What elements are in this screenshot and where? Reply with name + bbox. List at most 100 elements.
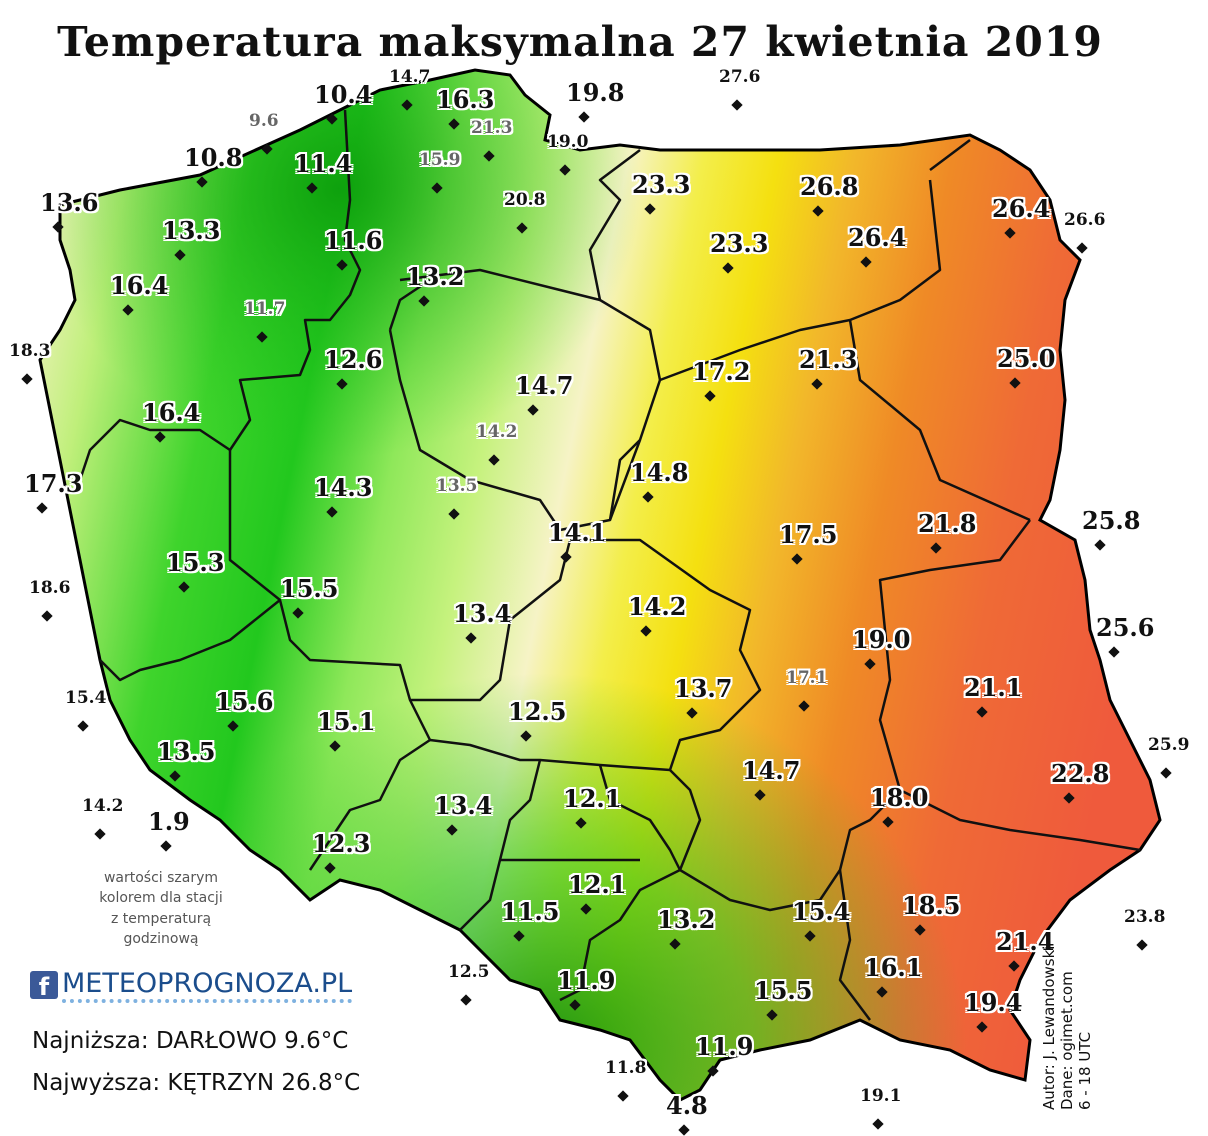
station-marker bbox=[669, 938, 681, 950]
station-marker bbox=[324, 862, 336, 874]
station-marker bbox=[976, 1021, 988, 1033]
station-marker bbox=[864, 658, 876, 670]
station-temperature: 25.9 bbox=[1148, 735, 1190, 755]
station-temperature: 14.2 bbox=[476, 422, 518, 442]
credit-time: 6 - 18 UTC bbox=[1076, 1031, 1094, 1110]
station-marker bbox=[520, 730, 532, 742]
station-temperature: 12.1 bbox=[568, 870, 627, 899]
station-temperature: 14.3 bbox=[314, 473, 373, 502]
facebook-icon[interactable]: f bbox=[30, 971, 58, 999]
station-marker bbox=[882, 816, 894, 828]
station-temperature: 13.5 bbox=[436, 476, 478, 496]
station-marker bbox=[460, 994, 472, 1006]
station-marker bbox=[804, 930, 816, 942]
station-temperature: 19.0 bbox=[547, 132, 589, 152]
station-temperature: 14.1 bbox=[548, 518, 607, 547]
station-marker bbox=[766, 1009, 778, 1021]
station-temperature: 14.7 bbox=[515, 371, 574, 400]
station-temperature: 12.5 bbox=[448, 962, 490, 982]
station-temperature: 25.6 bbox=[1096, 613, 1155, 642]
station-temperature: 14.7 bbox=[389, 67, 431, 87]
station-temperature: 26.4 bbox=[992, 194, 1051, 223]
station-temperature: 15.5 bbox=[754, 976, 813, 1005]
station-marker bbox=[707, 1065, 719, 1077]
station-marker bbox=[174, 249, 186, 261]
meteoprognoza-logo[interactable]: f METEOPROGNOZA.PL bbox=[30, 968, 353, 1003]
station-marker bbox=[798, 700, 810, 712]
station-marker bbox=[560, 551, 572, 563]
station-marker bbox=[872, 1118, 884, 1130]
station-marker bbox=[876, 986, 888, 998]
station-temperature: 17.1 bbox=[786, 668, 828, 688]
station-marker bbox=[178, 581, 190, 593]
station-temperature: 9.6 bbox=[249, 111, 279, 131]
station-temperature: 13.4 bbox=[434, 791, 493, 820]
credit-author: Autor: J. Lewandowski bbox=[1040, 945, 1058, 1110]
station-marker bbox=[431, 182, 443, 194]
station-temperature: 25.8 bbox=[1082, 506, 1141, 535]
station-temperature: 21.3 bbox=[799, 345, 858, 374]
station-temperature: 15.6 bbox=[215, 687, 274, 716]
station-marker bbox=[21, 373, 33, 385]
station-temperature: 19.8 bbox=[566, 78, 625, 107]
station-temperature: 25.0 bbox=[997, 344, 1056, 373]
station-temperature: 16.4 bbox=[142, 398, 201, 427]
station-temperature: 13.3 bbox=[162, 216, 221, 245]
station-temperature: 13.2 bbox=[657, 905, 716, 934]
station-marker bbox=[914, 924, 926, 936]
credits: Autor: J. Lewandowski Dane: ogimet.com 6… bbox=[1040, 880, 1094, 1110]
logo-text: METEOPROGNOZA.PL bbox=[62, 968, 353, 1003]
station-temperature: 15.3 bbox=[166, 548, 225, 577]
station-temperature: 11.8 bbox=[605, 1058, 647, 1078]
station-marker bbox=[41, 610, 53, 622]
station-temperature: 15.4 bbox=[792, 897, 851, 926]
station-temperature: 20.8 bbox=[504, 190, 546, 210]
station-marker bbox=[580, 903, 592, 915]
station-temperature: 23.3 bbox=[632, 170, 691, 199]
station-temperature: 14.2 bbox=[82, 796, 124, 816]
station-marker bbox=[36, 502, 48, 514]
station-marker bbox=[1063, 792, 1075, 804]
station-marker bbox=[678, 1124, 690, 1136]
station-marker bbox=[329, 740, 341, 752]
station-marker bbox=[812, 205, 824, 217]
station-temperature: 22.8 bbox=[1051, 759, 1110, 788]
station-marker bbox=[336, 378, 348, 390]
station-marker bbox=[94, 828, 106, 840]
station-marker bbox=[860, 256, 872, 268]
station-temperature: 10.4 bbox=[314, 80, 373, 109]
station-marker bbox=[169, 770, 181, 782]
station-temperature: 18.3 bbox=[9, 341, 51, 361]
station-temperature: 11.4 bbox=[294, 149, 353, 178]
station-marker bbox=[488, 454, 500, 466]
station-temperature: 21.4 bbox=[996, 927, 1055, 956]
station-marker bbox=[160, 840, 172, 852]
station-marker bbox=[52, 221, 64, 233]
station-marker bbox=[418, 295, 430, 307]
station-temperature: 27.6 bbox=[719, 67, 761, 87]
station-marker bbox=[578, 111, 590, 123]
hourly-note: wartości szarym kolorem dla stacji z tem… bbox=[86, 868, 236, 949]
station-marker bbox=[77, 720, 89, 732]
station-marker bbox=[754, 789, 766, 801]
station-temperature: 11.7 bbox=[244, 299, 286, 319]
station-marker bbox=[976, 706, 988, 718]
station-marker bbox=[1136, 939, 1148, 951]
station-marker bbox=[154, 431, 166, 443]
station-marker bbox=[1108, 646, 1120, 658]
note-line: kolorem dla stacji bbox=[99, 890, 223, 907]
station-temperature: 26.4 bbox=[848, 223, 907, 252]
station-temperature: 16.3 bbox=[436, 85, 495, 114]
station-marker bbox=[1008, 960, 1020, 972]
station-marker bbox=[930, 542, 942, 554]
station-temperature: 21.3 bbox=[471, 118, 513, 138]
credit-data: Dane: ogimet.com bbox=[1058, 971, 1076, 1110]
station-marker bbox=[196, 176, 208, 188]
station-temperature: 11.9 bbox=[557, 966, 616, 995]
station-temperature: 16.4 bbox=[110, 271, 169, 300]
station-temperature: 1.9 bbox=[148, 807, 190, 836]
station-temperature: 19.0 bbox=[852, 625, 911, 654]
station-temperature: 13.7 bbox=[674, 674, 733, 703]
station-marker bbox=[292, 607, 304, 619]
